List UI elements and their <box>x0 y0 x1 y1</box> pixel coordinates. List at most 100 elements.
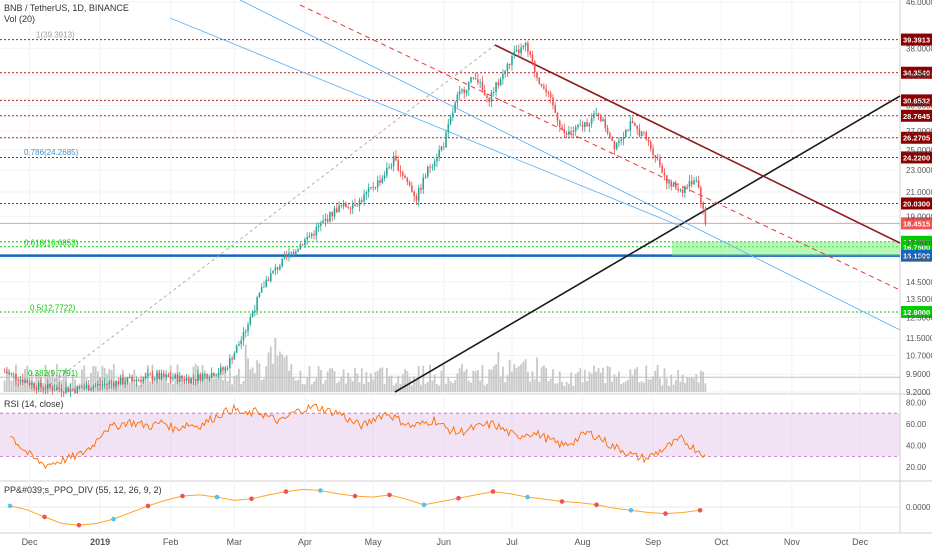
price-axis: 46.0000 38.0000 34.0000 30.0000 27.0000 25.00… <box>906 0 932 397</box>
volume-bar <box>665 378 668 392</box>
price-level-tag <box>901 151 932 164</box>
candle-body <box>335 208 338 213</box>
candle-body <box>399 170 402 173</box>
candle-body <box>53 389 56 391</box>
volume-bar <box>342 369 345 392</box>
volume-bar <box>483 385 486 392</box>
candle-body <box>117 381 120 385</box>
volume-bar <box>44 364 47 392</box>
candle-body <box>285 255 288 257</box>
candle-body <box>609 133 611 139</box>
volume-bar <box>426 381 429 392</box>
price-level-tag <box>901 197 932 210</box>
volume-bar <box>529 381 532 392</box>
volume-bar <box>574 373 577 392</box>
volume-bar <box>422 365 425 392</box>
candle-body <box>697 180 700 188</box>
candle-body <box>138 379 140 381</box>
ppo-divergence-dot <box>111 516 116 522</box>
candle-body <box>349 207 352 209</box>
volume-bar <box>90 372 92 392</box>
candle-body <box>695 180 698 182</box>
candle-body <box>263 286 265 288</box>
ppo-divergence-dot <box>318 488 323 493</box>
candle-body <box>363 194 365 202</box>
volume-bar <box>581 382 584 392</box>
candle-body <box>165 374 167 377</box>
volume-bar <box>12 375 15 392</box>
candle-body <box>522 45 525 48</box>
candle-body <box>87 385 90 391</box>
candle-body <box>174 374 177 379</box>
candle-body <box>19 379 22 381</box>
candle-body <box>486 95 488 98</box>
volume-bar <box>586 381 588 392</box>
volume-bar <box>363 383 365 392</box>
candle-body <box>447 124 450 133</box>
volume-bar <box>281 354 284 392</box>
candle-body <box>397 160 400 171</box>
volume-bar <box>597 368 600 392</box>
x-tick-label: May <box>365 537 383 547</box>
candle-body <box>406 178 409 182</box>
candle-body <box>226 368 229 370</box>
candle-body <box>611 138 613 141</box>
volume-bar <box>490 369 493 392</box>
volume-bar <box>458 368 461 392</box>
volume-bar <box>684 383 686 392</box>
volume-bar <box>488 369 491 392</box>
volume-bar <box>533 379 536 392</box>
volume-bar <box>8 368 11 392</box>
candle-body <box>467 82 470 90</box>
candle-body <box>306 237 308 240</box>
candle-body <box>140 379 142 382</box>
candle-body <box>51 387 54 391</box>
volume-bar <box>19 379 22 392</box>
volume-bar <box>160 378 163 392</box>
volume-bar <box>674 380 677 392</box>
volume-bar <box>269 346 272 392</box>
candle-body <box>338 205 340 213</box>
ppo-divergence-dot <box>145 503 151 509</box>
volume-bar <box>652 376 654 392</box>
candle-body <box>622 137 625 140</box>
volume-bar <box>449 381 452 392</box>
volume-bar <box>131 374 133 392</box>
volume-bar <box>74 379 77 392</box>
candle-body <box>181 375 183 379</box>
volume-bar <box>340 376 343 392</box>
volume-bar <box>615 376 618 392</box>
candle-body <box>295 251 297 254</box>
y-tick-label: 12.5000 <box>906 314 932 323</box>
candle-body <box>176 374 179 383</box>
candle-body <box>549 93 552 98</box>
candle-body <box>502 73 504 80</box>
volume-bar <box>344 383 347 392</box>
candle-body <box>490 92 493 102</box>
volume-bar <box>567 383 570 392</box>
volume-bar <box>92 366 95 392</box>
y-tick-label: 9.2000 <box>906 388 931 397</box>
candle-body <box>172 378 174 380</box>
x-tick-label: Dec <box>22 537 39 547</box>
candle-body <box>201 374 204 381</box>
candle-body <box>392 155 395 166</box>
candle-body <box>654 155 657 158</box>
candle-body <box>572 130 575 133</box>
volume-bar <box>456 373 459 392</box>
volume-bar <box>524 359 527 392</box>
volume-bar <box>542 365 545 392</box>
y-tick-label: 30.0000 <box>906 102 932 111</box>
candle-body <box>620 139 623 141</box>
candle-body <box>94 385 97 387</box>
candle-body <box>58 387 60 389</box>
candle-body <box>477 79 479 83</box>
candle-body <box>463 89 466 94</box>
grid <box>0 0 932 534</box>
candle-body <box>210 373 213 378</box>
candle-body <box>558 120 561 128</box>
candle-body <box>383 175 386 179</box>
candle-body <box>552 97 554 106</box>
volume-bar <box>517 366 520 392</box>
